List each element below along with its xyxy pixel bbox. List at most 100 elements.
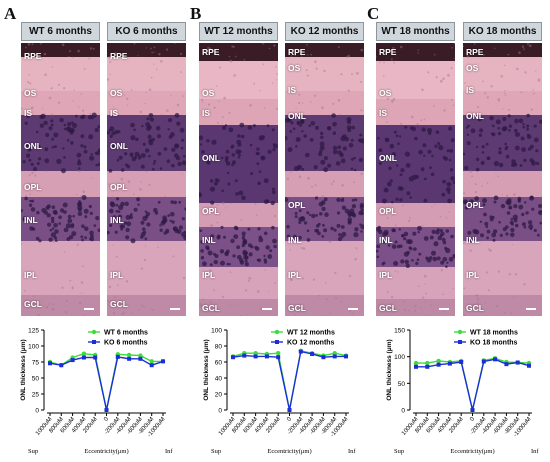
cell-nucleus bbox=[493, 160, 499, 167]
data-point bbox=[115, 354, 120, 359]
data-point bbox=[298, 349, 303, 354]
cell-nucleus bbox=[120, 177, 124, 181]
cell-nucleus bbox=[363, 110, 364, 112]
cell-nucleus bbox=[427, 149, 432, 154]
cell-nucleus bbox=[37, 157, 42, 161]
cell-nucleus bbox=[421, 127, 426, 132]
cell-nucleus bbox=[469, 170, 473, 173]
cell-nucleus bbox=[150, 307, 152, 310]
cell-nucleus bbox=[352, 312, 354, 315]
cell-nucleus bbox=[382, 198, 387, 204]
retina-layer-band bbox=[285, 57, 364, 91]
cell-nucleus bbox=[535, 161, 540, 166]
cell-nucleus bbox=[115, 209, 119, 213]
inf-label: Inf bbox=[531, 448, 539, 455]
cell-nucleus bbox=[272, 148, 276, 152]
cell-nucleus bbox=[420, 167, 425, 172]
cell-nucleus bbox=[70, 141, 74, 145]
cell-nucleus bbox=[437, 235, 443, 241]
cell-nucleus bbox=[448, 256, 454, 262]
layer-label-inl: INL bbox=[202, 235, 216, 245]
cell-nucleus bbox=[108, 183, 110, 186]
cell-nucleus bbox=[153, 207, 158, 213]
cell-nucleus bbox=[39, 123, 45, 128]
cell-nucleus bbox=[236, 139, 242, 145]
cell-nucleus bbox=[183, 230, 186, 234]
cell-nucleus bbox=[298, 175, 302, 178]
cell-nucleus bbox=[140, 181, 142, 183]
cell-nucleus bbox=[184, 207, 186, 211]
cell-nucleus bbox=[383, 187, 389, 193]
cell-nucleus bbox=[433, 105, 435, 107]
cell-nucleus bbox=[311, 213, 316, 219]
cell-nucleus bbox=[216, 85, 218, 87]
cell-nucleus bbox=[148, 183, 151, 186]
cell-nucleus bbox=[532, 89, 534, 91]
cell-nucleus bbox=[290, 171, 292, 173]
cell-nucleus bbox=[417, 285, 420, 288]
cell-nucleus bbox=[292, 48, 295, 51]
cell-nucleus bbox=[172, 255, 175, 258]
cell-nucleus bbox=[205, 238, 211, 244]
cell-nucleus bbox=[438, 145, 444, 151]
onl-thickness-chart-6-months: 0 25 50 75 100 125 ONL thickness (μm) 1000uM 800… bbox=[0, 318, 183, 462]
cell-nucleus bbox=[66, 139, 70, 142]
cell-nucleus bbox=[295, 145, 298, 148]
cell-nucleus bbox=[209, 179, 214, 183]
cell-nucleus bbox=[423, 236, 429, 241]
cell-nucleus bbox=[521, 45, 525, 48]
cell-nucleus bbox=[116, 218, 122, 224]
cell-nucleus bbox=[294, 54, 297, 57]
cell-nucleus bbox=[514, 223, 519, 228]
cell-nucleus bbox=[321, 200, 326, 205]
cell-nucleus bbox=[479, 128, 484, 133]
histology-image: KO 12 months RPE OS IS ONL OPL INL IPL GCL bbox=[285, 22, 364, 316]
cell-nucleus bbox=[425, 292, 427, 295]
cell-nucleus bbox=[319, 212, 323, 216]
layer-label-ipl: IPL bbox=[379, 270, 393, 280]
cell-nucleus bbox=[537, 233, 540, 237]
cell-nucleus bbox=[202, 261, 207, 267]
cell-nucleus bbox=[50, 113, 53, 116]
cell-nucleus bbox=[520, 136, 525, 141]
cell-nucleus bbox=[202, 102, 204, 104]
cell-nucleus bbox=[36, 144, 41, 149]
cell-nucleus bbox=[479, 220, 482, 223]
cell-nucleus bbox=[403, 308, 406, 311]
cell-nucleus bbox=[345, 56, 348, 58]
cell-nucleus bbox=[129, 152, 134, 157]
cell-nucleus bbox=[528, 224, 534, 230]
y-tick-label: 25 bbox=[32, 392, 40, 399]
cell-nucleus bbox=[71, 287, 74, 290]
cell-nucleus bbox=[507, 114, 511, 118]
cell-nucleus bbox=[514, 128, 518, 133]
cell-nucleus bbox=[419, 307, 422, 309]
cell-nucleus bbox=[402, 204, 405, 207]
cell-nucleus bbox=[252, 124, 256, 128]
retina-section: RPE OS IS ONL OPL INL IPL GCL bbox=[285, 43, 364, 316]
cell-nucleus bbox=[294, 215, 298, 219]
cell-nucleus bbox=[383, 61, 385, 64]
cell-nucleus bbox=[298, 115, 302, 119]
cell-nucleus bbox=[296, 120, 300, 125]
y-tick-label: 100 bbox=[211, 328, 222, 335]
cell-nucleus bbox=[157, 151, 162, 156]
cell-nucleus bbox=[466, 141, 471, 146]
data-point bbox=[161, 359, 165, 364]
cell-nucleus bbox=[413, 309, 416, 312]
cell-nucleus bbox=[497, 131, 502, 136]
cell-nucleus bbox=[257, 227, 261, 231]
cell-nucleus bbox=[326, 126, 332, 131]
cell-nucleus bbox=[87, 115, 93, 120]
cell-nucleus bbox=[120, 168, 125, 172]
cell-nucleus bbox=[386, 121, 388, 123]
cell-nucleus bbox=[511, 159, 516, 165]
cell-nucleus bbox=[116, 197, 120, 201]
cell-nucleus bbox=[292, 127, 296, 130]
cell-nucleus bbox=[352, 181, 355, 184]
cell-nucleus bbox=[344, 136, 349, 142]
image-title: KO 12 months bbox=[285, 22, 364, 41]
cell-nucleus bbox=[84, 226, 89, 231]
cell-nucleus bbox=[500, 203, 506, 209]
